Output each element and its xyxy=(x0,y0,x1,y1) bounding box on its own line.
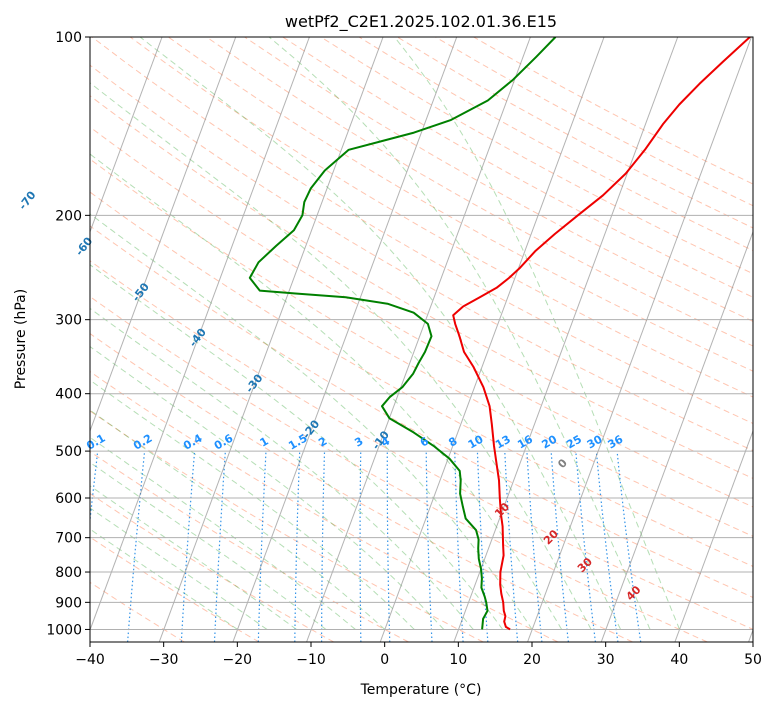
dry-adiabat-line xyxy=(91,37,753,425)
x-tick-label: 50 xyxy=(744,652,762,668)
x-tick-label: −40 xyxy=(75,652,105,668)
dry-adiabat-line xyxy=(90,126,753,508)
moist-adiabat-line xyxy=(90,461,327,630)
mixing-ratio-line xyxy=(616,451,642,642)
plot-frame xyxy=(89,36,754,643)
y-tick-label: 600 xyxy=(55,491,82,507)
moist-adiabat-line xyxy=(90,264,504,630)
isotherm-line xyxy=(158,37,384,642)
isotherm-line xyxy=(232,37,458,642)
x-tick-label: 20 xyxy=(523,652,541,668)
moist-adiabat-line xyxy=(90,153,563,630)
x-tick-label: 30 xyxy=(597,652,615,668)
x-axis: −40 −30 −20 −10 0 10 20 30 40 50 xyxy=(75,642,762,668)
moist-adiabat-line xyxy=(90,379,415,630)
isotherm-line xyxy=(453,37,679,642)
pressure-gridlines xyxy=(90,37,753,630)
chart-title: wetPf2_C2E1.2025.102.01.36.E15 xyxy=(285,12,557,32)
isotherm-line xyxy=(674,429,753,642)
moist-adiabat-line xyxy=(90,345,445,630)
y-tick-label: 400 xyxy=(55,387,82,403)
dry-adiabat-line xyxy=(90,225,753,599)
profiles xyxy=(248,37,751,631)
dry-adiabat-line xyxy=(90,260,753,630)
isotherm-line xyxy=(90,37,310,632)
mixing-ratio-line xyxy=(550,451,569,642)
dry-adiabat-line xyxy=(90,158,753,537)
temperature-profile-line xyxy=(452,37,751,631)
y-tick-label: 700 xyxy=(55,531,82,547)
y-tick-label: 1000 xyxy=(46,622,82,638)
y-tick-label: 300 xyxy=(55,313,82,329)
y-tick-label: 900 xyxy=(55,595,82,611)
dry-adiabat-line xyxy=(244,37,753,322)
isotherm-line xyxy=(527,37,752,642)
moist-adiabat-line xyxy=(90,213,533,630)
plot-area xyxy=(90,37,753,642)
moist-adiabat-line xyxy=(90,82,592,630)
dry-adiabat-line xyxy=(282,37,753,298)
mixing-ratio-line xyxy=(575,451,596,642)
y-tick-label: 800 xyxy=(55,565,82,581)
x-tick-label: −20 xyxy=(223,652,253,668)
dry-adiabat-line xyxy=(90,296,708,642)
isotherm-line xyxy=(306,37,531,642)
mixing-ratio-line xyxy=(595,451,619,642)
moist-adiabat-line xyxy=(90,436,356,630)
x-tick-label: 10 xyxy=(449,652,467,668)
isotherm-line xyxy=(90,37,237,433)
y-tick-label: 100 xyxy=(55,30,82,46)
moist-adiabat-line xyxy=(139,37,622,630)
mixing-ratio-line xyxy=(526,451,543,642)
y-axis-label: Pressure (hPa) xyxy=(13,289,29,389)
y-tick-label: 500 xyxy=(55,444,82,460)
dry-adiabat-line xyxy=(90,536,260,642)
dry-adiabat-line xyxy=(129,37,753,398)
moist-adiabat-line xyxy=(90,409,386,630)
isotherm-line xyxy=(90,37,163,234)
x-axis-label: Temperature (°C) xyxy=(360,682,482,698)
dry-adiabat-line xyxy=(90,410,484,642)
y-axis: 100 200 300 400 500 600 700 800 900 1000 xyxy=(46,30,90,638)
x-tick-label: 0 xyxy=(380,652,389,668)
isotherm-line xyxy=(379,37,605,642)
mixing-ratio-line xyxy=(90,451,99,526)
x-tick-label: −10 xyxy=(296,652,326,668)
moist-adiabat-line xyxy=(268,37,651,630)
moist-adiabat-line xyxy=(394,37,680,630)
isotherm-line xyxy=(600,230,753,642)
x-tick-label: −30 xyxy=(149,652,179,668)
dry-adiabat-line xyxy=(90,492,335,642)
moist-adiabat-line xyxy=(90,307,474,630)
background-lines xyxy=(90,37,753,642)
dry-adiabat-line xyxy=(90,370,559,642)
y-tick-label: 200 xyxy=(55,208,82,224)
x-tick-label: 40 xyxy=(670,652,688,668)
dewpoint-profile-line xyxy=(248,37,557,630)
